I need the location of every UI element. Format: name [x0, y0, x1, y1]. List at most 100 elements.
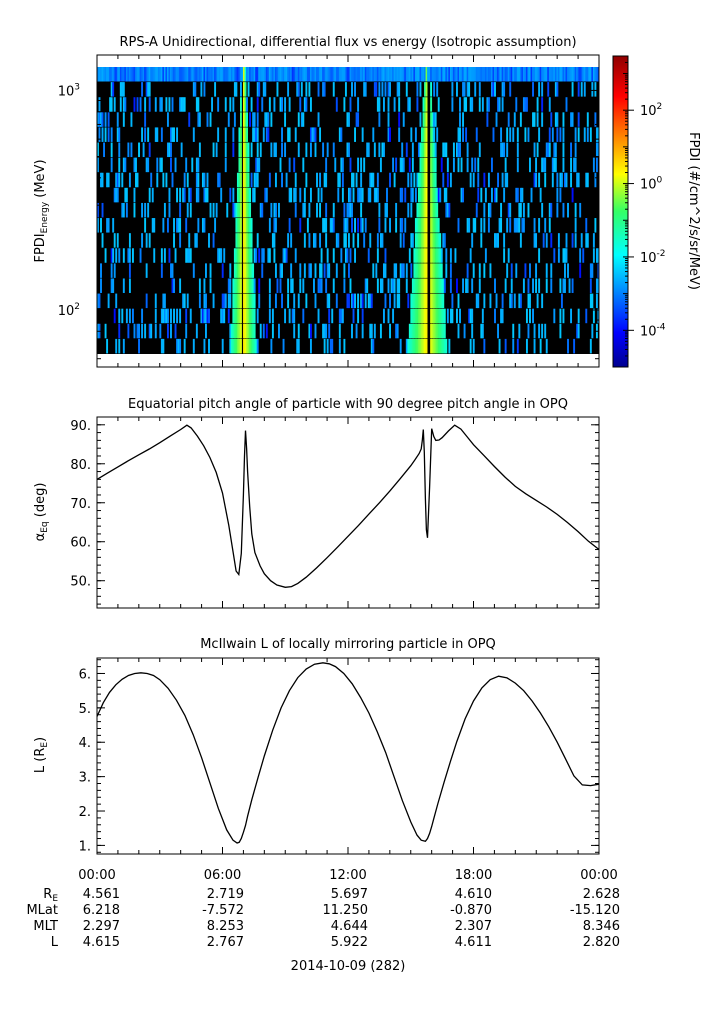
spectrogram-cell [268, 308, 271, 324]
spectrogram-cell [586, 112, 589, 127]
spectrogram-cell [195, 233, 198, 248]
spectrogram-cell [431, 67, 434, 82]
spectrogram-cell [235, 308, 238, 324]
spectrogram-cell [512, 323, 515, 339]
spectrogram-cell [405, 142, 408, 158]
spectrogram-cell [142, 142, 145, 158]
spectrogram-cell [136, 323, 139, 339]
spectrogram-cell [357, 233, 360, 248]
spectrogram-cell [494, 187, 496, 203]
spectrogram-cell [361, 67, 364, 82]
spectrogram-cell [527, 323, 530, 339]
spectrogram-cell [436, 338, 439, 354]
spectrogram-cell [456, 142, 458, 158]
spectrogram-cell [243, 278, 245, 293]
spectrogram-cell [392, 157, 395, 173]
spectrogram-cell [170, 308, 172, 324]
spectrogram-cell [538, 172, 541, 188]
spectrogram-cell [384, 293, 387, 309]
spectrogram-cell [399, 218, 402, 233]
spectrogram-cell [478, 82, 481, 97]
spectrogram-cell [173, 127, 175, 142]
spectrogram-cell [378, 218, 381, 233]
spectrogram-cell [568, 67, 571, 82]
spectrogram-cell [424, 97, 426, 112]
spectrogram-cell [548, 67, 551, 82]
spectrogram-cell [376, 278, 379, 293]
spectrogram-cell [431, 127, 434, 142]
spectrogram-cell [477, 172, 480, 188]
spectrogram-cell [287, 127, 290, 142]
spectrogram-cell [303, 97, 306, 112]
spectrogram-cell [288, 187, 291, 203]
spectrogram-cell [503, 187, 506, 203]
spectrogram-cell [419, 67, 422, 82]
spectrogram-cell [442, 293, 445, 309]
spectrogram-cell [585, 233, 588, 248]
spectrogram-cell [335, 233, 338, 248]
spectrogram-cell [244, 202, 247, 218]
spectrogram-cell [323, 67, 326, 82]
spectrogram-cell [215, 142, 218, 158]
spectrogram-cell [463, 97, 466, 112]
spectrogram-cell [472, 263, 475, 278]
spectrogram-cell [236, 172, 239, 188]
ephemeris-value: 4.611 [455, 935, 492, 950]
spectrogram-cell [270, 142, 273, 158]
spectrogram-cell [148, 142, 151, 158]
spectrogram-cell [256, 112, 259, 127]
spectrogram-cell [419, 202, 422, 218]
spectrogram-cell [273, 233, 276, 248]
spectrogram-cell [122, 112, 125, 127]
spectrogram-cell [147, 127, 150, 142]
spectrogram-cell [153, 218, 156, 233]
spectrogram-cell [510, 278, 513, 293]
spectrogram-cell [217, 172, 220, 188]
spectrogram-cell [274, 172, 277, 188]
spectrogram-cell [529, 308, 531, 324]
spectrogram-cell [436, 187, 439, 203]
ephemeris-value: 6.218 [83, 903, 120, 918]
spectrogram-cell [530, 187, 533, 203]
spectrogram-cell [118, 172, 121, 188]
spectrogram-cell [323, 338, 326, 354]
spectrogram-cell [329, 67, 332, 82]
spectrogram-cell [366, 278, 369, 293]
spectrogram-cell [294, 127, 297, 142]
spectrogram-cell [160, 97, 163, 112]
spectrogram-cell [384, 248, 387, 263]
spectrogram-cell [305, 67, 308, 82]
spectrogram-cell [369, 293, 372, 309]
ephemeris-value: 4.610 [455, 887, 492, 902]
spectrogram-cell [525, 67, 528, 82]
spectrogram-cell [209, 67, 212, 82]
spectrogram-cell [171, 97, 174, 112]
spectrogram-cell [309, 127, 312, 142]
spectrogram-cell [361, 308, 364, 324]
spectrogram-cell [367, 67, 370, 82]
spectrogram-cell [381, 233, 384, 248]
spectrogram-cell [147, 82, 150, 97]
spectrogram-cell [291, 278, 294, 293]
spectrogram-cell [364, 67, 367, 82]
spectrogram-cell [267, 127, 270, 142]
spectrogram-cell [98, 97, 101, 112]
spectrogram-cell [235, 263, 238, 278]
spectrogram-cell [166, 142, 169, 158]
spectrogram-cell [160, 127, 163, 142]
spectrogram-cell [294, 67, 297, 82]
spectrogram-cell [557, 67, 560, 82]
spectrogram-cell [239, 263, 242, 278]
spectrogram-cell [320, 263, 323, 278]
spectrogram-cell [442, 278, 445, 293]
spectrogram-cell [281, 293, 283, 309]
pitch-angle-series-line [96, 424, 600, 588]
spectrogram-cell [456, 67, 458, 82]
spectrogram-cell [331, 308, 334, 324]
spectrogram-cell [100, 172, 102, 188]
spectrogram-cell [209, 278, 212, 293]
spectrogram-cell [571, 187, 574, 203]
spectrogram-cell [544, 172, 547, 188]
spectrogram-cell [290, 67, 293, 82]
